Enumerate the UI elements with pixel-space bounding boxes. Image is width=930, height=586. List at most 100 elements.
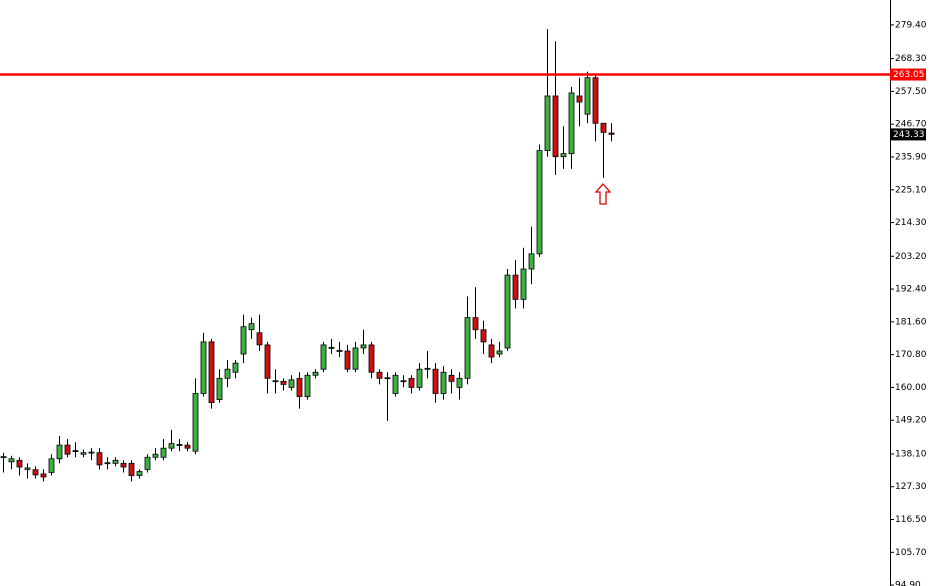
last-price-label: 243.33 bbox=[893, 130, 925, 140]
candle-body bbox=[104, 462, 111, 465]
candle-body bbox=[280, 380, 287, 385]
candle-body bbox=[504, 274, 511, 349]
candle-body bbox=[8, 458, 15, 463]
candle-body bbox=[456, 377, 463, 388]
candle-body bbox=[160, 447, 167, 458]
candle-body bbox=[448, 374, 455, 382]
candle-body bbox=[552, 95, 559, 158]
price-line-label: 263.05 bbox=[893, 70, 925, 80]
candle-body bbox=[72, 450, 79, 452]
candle-body bbox=[568, 92, 575, 155]
candle-body bbox=[440, 371, 447, 394]
candle-body bbox=[88, 451, 95, 454]
candle-body bbox=[520, 268, 527, 300]
y-tick-label: 116.50 bbox=[895, 515, 927, 525]
candle-body bbox=[24, 467, 31, 470]
last-price-box bbox=[890, 128, 926, 141]
y-tick-label: 94.90 bbox=[895, 581, 921, 586]
candle-body bbox=[336, 349, 343, 352]
y-tick-label: 203.20 bbox=[895, 252, 927, 262]
candle-body bbox=[136, 471, 143, 476]
candle-body bbox=[48, 458, 55, 473]
candle-body bbox=[312, 371, 319, 376]
candle-body bbox=[496, 350, 503, 355]
candle-body bbox=[216, 377, 223, 400]
candle-body bbox=[240, 326, 247, 355]
candle-body bbox=[264, 344, 271, 379]
y-tick-label: 214.30 bbox=[895, 218, 927, 228]
candle-body bbox=[368, 344, 375, 373]
candle-body bbox=[192, 393, 199, 452]
candle-body bbox=[208, 341, 215, 404]
candle-body bbox=[184, 444, 191, 449]
candle-body bbox=[120, 462, 127, 468]
candle-body bbox=[576, 95, 583, 103]
candle-body bbox=[32, 469, 39, 476]
candle-body bbox=[304, 374, 311, 397]
candle-body bbox=[464, 317, 471, 379]
candle-body bbox=[352, 347, 359, 370]
candle-body bbox=[600, 122, 607, 133]
candle-body bbox=[608, 132, 615, 135]
y-tick-label: 127.30 bbox=[895, 482, 927, 492]
candle-body bbox=[416, 368, 423, 388]
candle-body bbox=[144, 456, 151, 470]
candle-body bbox=[472, 317, 479, 331]
candle-body bbox=[560, 153, 567, 158]
y-tick-label: 192.40 bbox=[895, 285, 927, 295]
y-tick-label: 160.00 bbox=[895, 383, 927, 393]
candle-body bbox=[536, 150, 543, 255]
candle-body bbox=[80, 452, 87, 455]
candle-body bbox=[344, 350, 351, 370]
candle-body bbox=[224, 368, 231, 379]
candle-body bbox=[592, 77, 599, 124]
candle-body bbox=[16, 459, 23, 468]
y-tick-label: 279.40 bbox=[895, 20, 927, 30]
candle-body bbox=[376, 371, 383, 379]
candle-body bbox=[288, 379, 295, 388]
candle-body bbox=[400, 380, 407, 383]
candle-body bbox=[40, 473, 47, 478]
candle-body bbox=[512, 274, 519, 300]
y-tick-label: 235.90 bbox=[895, 152, 927, 162]
candle-body bbox=[408, 377, 415, 388]
candle-body bbox=[248, 323, 255, 331]
y-tick-label: 225.10 bbox=[895, 185, 927, 195]
candle-body bbox=[152, 453, 159, 458]
candle-body bbox=[544, 95, 551, 151]
candle-body bbox=[360, 344, 367, 349]
candle-body bbox=[256, 332, 263, 346]
candle-body bbox=[168, 443, 175, 449]
candle-body bbox=[56, 444, 63, 460]
y-tick-label: 149.20 bbox=[895, 416, 927, 426]
up-arrow bbox=[594, 183, 612, 205]
y-tick-label: 181.60 bbox=[895, 317, 927, 327]
candle-body bbox=[584, 77, 591, 115]
y-tick-label: 246.70 bbox=[895, 120, 927, 130]
candle-body bbox=[384, 377, 391, 380]
candle-body bbox=[488, 344, 495, 358]
candle-body bbox=[232, 362, 239, 373]
candle-body bbox=[176, 444, 183, 446]
y-tick-label: 268.30 bbox=[895, 54, 927, 64]
candle-body bbox=[272, 380, 279, 383]
candle-body bbox=[200, 341, 207, 394]
candle-body bbox=[424, 367, 431, 370]
price-line-label-box bbox=[890, 68, 926, 81]
candle-body bbox=[528, 253, 535, 270]
candle-body bbox=[128, 462, 135, 476]
y-tick-label: 257.50 bbox=[895, 87, 927, 97]
candle-body bbox=[392, 374, 399, 394]
candle-body bbox=[112, 459, 119, 464]
candle-body bbox=[0, 456, 7, 459]
candle-body bbox=[480, 329, 487, 343]
y-tick-label: 105.70 bbox=[895, 548, 927, 558]
candle-body bbox=[320, 344, 327, 370]
y-tick-label: 170.80 bbox=[895, 350, 927, 360]
candle-body bbox=[328, 346, 335, 349]
candle-body bbox=[64, 444, 71, 455]
candle-body bbox=[432, 368, 439, 394]
y-tick-label: 138.10 bbox=[895, 449, 927, 459]
